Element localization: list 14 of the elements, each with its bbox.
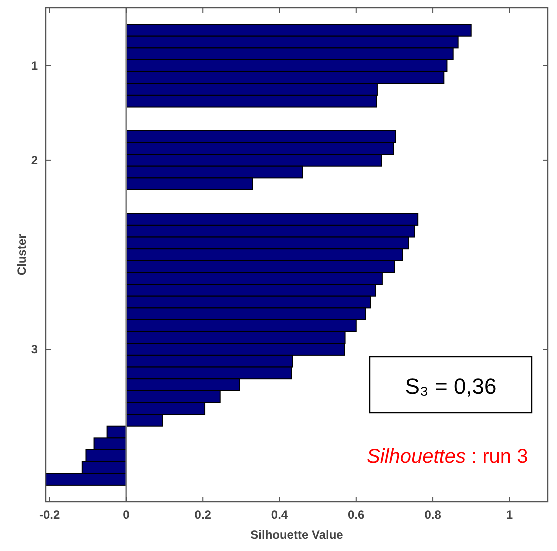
- x-tick-label: 1: [506, 508, 514, 522]
- x-tick-label: 0.4: [271, 508, 288, 522]
- y-tick-label: 2: [31, 153, 38, 168]
- x-tick-label: -0.2: [39, 508, 60, 522]
- annotation: S₃ = 0,36: [405, 374, 497, 399]
- x-tick-label: 0.2: [194, 508, 212, 522]
- annotation: Silhouettes : run 3: [367, 446, 528, 468]
- x-axis-title: Silhouette Value: [250, 528, 344, 542]
- x-tick-label: 0.6: [348, 508, 366, 522]
- x-tick-label: 0.8: [424, 508, 442, 522]
- y-tick-label: 3: [31, 342, 38, 357]
- y-axis-title: Cluster: [15, 234, 29, 276]
- x-tick-label: 0: [123, 508, 130, 522]
- y-tick-label: 1: [31, 58, 38, 73]
